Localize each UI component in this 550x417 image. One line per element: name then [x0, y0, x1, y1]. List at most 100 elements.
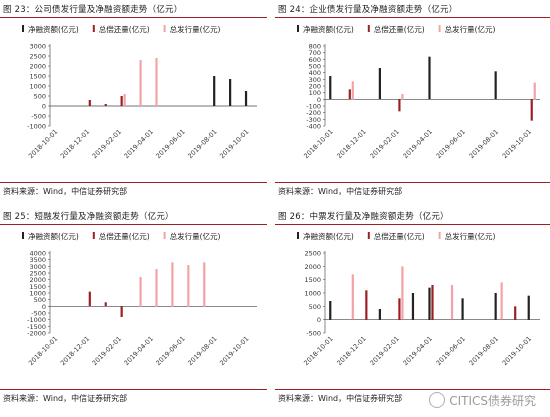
x-tick-label: 2019-04-01: [402, 128, 434, 160]
chart-title: 图 23：公司债发行量及净融资额走势（亿元）: [3, 5, 183, 15]
x-tick-label: 2018-10-01: [302, 128, 334, 160]
bar: [155, 269, 158, 307]
y-tick-label: 1500: [304, 276, 321, 284]
x-tick-label: 2018-10-01: [302, 335, 334, 367]
x-tick-label: 2018-10-01: [27, 128, 59, 160]
y-tick-label: 200: [309, 83, 321, 91]
legend-label: 总发行量(亿元): [170, 231, 221, 241]
source-note: 资料来源：Wind，中信证券研究部: [278, 394, 403, 403]
y-tick-label: -500: [306, 330, 321, 338]
x-tick-label: 2018-12-01: [59, 128, 91, 160]
y-tick-label: -500: [31, 310, 46, 318]
bar-chart: 净融资额(亿元) 总偿还量(亿元) 总发行量(亿元) 2500 2000 1500 1000…: [297, 231, 540, 367]
y-tick-label: -1500: [27, 323, 46, 331]
bar-chart: 净融资额(亿元) 总偿还量(亿元) 总发行量(亿元) 4000350030002500…: [22, 231, 257, 367]
y-tick-label: 500: [34, 93, 46, 101]
y-tick-label: -300: [306, 116, 321, 124]
x-tick-label: 2019-04-01: [402, 335, 434, 367]
x-tick-label: 2019-10-01: [218, 128, 250, 160]
legend-label: 总偿还量(亿元): [374, 231, 425, 241]
y-tick-label: -500: [31, 113, 46, 121]
bar: [428, 56, 431, 100]
bar: [461, 298, 464, 320]
y-tick-label: 1000: [304, 290, 321, 298]
x-tick-label: 2018-12-01: [59, 335, 91, 367]
legend-swatch: [367, 232, 370, 239]
bar: [203, 262, 206, 307]
y-tick-label: 2500: [29, 270, 46, 278]
legend-label: 总偿还量(亿元): [374, 24, 425, 34]
y-tick-label: 500: [34, 296, 46, 304]
bar: [401, 94, 404, 100]
legend-swatch: [438, 25, 441, 32]
chart-panel-25: 图 25：短融发行量及净融资额走势（亿元） 净融资额(亿元) 总偿还量(亿元) 总发…: [0, 207, 267, 412]
x-tick-label: 2019-06-01: [435, 128, 467, 160]
legend-label: 净融资额(亿元): [303, 24, 354, 34]
legend-label: 净融资额(亿元): [303, 231, 354, 241]
bar: [530, 99, 533, 121]
chart-title: 图 24：企业债发行量及净融资额走势（亿元）: [278, 5, 458, 15]
y-tick-label: 600: [309, 56, 321, 64]
bar: [431, 285, 434, 320]
y-tick-label: 1500: [29, 283, 46, 291]
x-tick-label: 2018-10-01: [27, 335, 59, 367]
bar: [88, 291, 91, 307]
bar: [527, 295, 530, 320]
y-tick-label: -100: [306, 103, 321, 111]
bar: [229, 79, 232, 106]
y-tick-label: 2000: [29, 63, 46, 71]
source-rule: [0, 389, 267, 390]
y-tick-label: 2500: [304, 250, 321, 258]
watermark-text: CITICS债券研究: [449, 394, 536, 408]
y-tick-label: 3000: [29, 43, 46, 51]
bar: [428, 287, 431, 320]
legend-label: 总发行量(亿元): [170, 24, 221, 34]
chart-title: 图 26：中票发行量及净融资额走势（亿元）: [278, 212, 449, 222]
chart-title: 图 25：短融发行量及净融资额走势（亿元）: [3, 212, 174, 222]
bar: [500, 282, 503, 320]
bar: [378, 68, 381, 100]
legend-swatch: [22, 232, 24, 239]
bar: [155, 58, 158, 106]
bar: [329, 76, 332, 100]
source-rule: [275, 389, 550, 390]
bar: [244, 91, 248, 106]
y-tick-label: 400: [309, 69, 321, 77]
x-tick-label: 2019-06-01: [154, 128, 186, 160]
source-note: 资料来源：Wind，中信证券研究部: [3, 394, 128, 403]
y-tick-label: 1000: [29, 83, 46, 91]
source-rule: [0, 182, 267, 183]
x-tick-label: 2019-02-01: [368, 128, 400, 160]
bar: [398, 99, 401, 112]
bar: [533, 82, 536, 100]
legend-swatch: [367, 25, 370, 32]
x-tick-label: 2019-10-01: [501, 128, 533, 160]
x-tick-label: 2019-02-01: [91, 335, 123, 367]
title-rule: [0, 17, 267, 18]
bar: [139, 277, 142, 307]
bar: [351, 274, 354, 320]
bar: [411, 293, 415, 320]
bar: [88, 100, 91, 106]
legend-label: 总发行量(亿元): [445, 24, 496, 34]
y-tick-label: 300: [309, 76, 321, 84]
bar: [378, 309, 381, 320]
x-tick-label: 2019-06-01: [435, 335, 467, 367]
bar: [398, 298, 401, 320]
bar: [401, 266, 404, 320]
y-tick-label: 500: [309, 63, 321, 71]
y-tick-label: 800: [309, 43, 321, 51]
bar: [171, 262, 174, 307]
bar: [104, 302, 107, 307]
watermark: CITICS债券研究: [429, 392, 536, 409]
y-tick-label: -1000: [27, 123, 46, 131]
y-tick-label: -1000: [27, 316, 46, 324]
y-tick-label: 100: [309, 89, 321, 97]
x-tick-label: 2019-10-01: [218, 335, 250, 367]
legend-swatch: [297, 25, 299, 32]
legend-swatch: [438, 232, 441, 239]
bar: [213, 76, 216, 106]
legend-swatch: [297, 232, 299, 239]
x-tick-label: 2019-08-01: [468, 128, 500, 160]
y-tick-label: 0: [317, 316, 321, 324]
